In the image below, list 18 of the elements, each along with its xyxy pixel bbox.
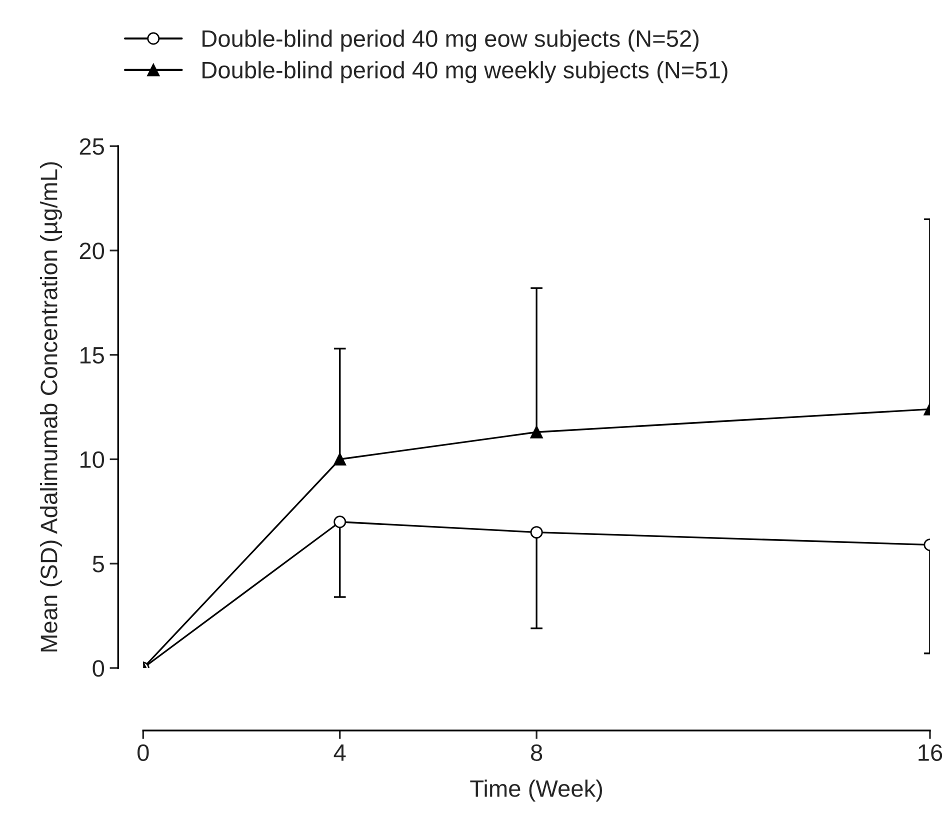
legend-label: Double-blind period 40 mg weekly subjects (N=51) <box>202 61 728 84</box>
point <box>334 516 346 528</box>
y-tick-label: 10 <box>80 451 104 468</box>
x-tick-label: 8 <box>531 744 542 762</box>
x-tick-label: 0 <box>138 744 149 762</box>
x-axis-title: Time (Week) <box>470 780 602 802</box>
point <box>334 453 346 466</box>
x-tick-label: 16 <box>918 744 942 762</box>
point <box>530 526 543 539</box>
legend-label: Double-blind period 40 mg eow subjects (N=52) <box>202 30 699 52</box>
y-axis-title: Mean (SD) Adalimumab Concentration (µg/mL) <box>40 162 62 652</box>
y-tick-label: 15 <box>80 347 104 364</box>
point <box>530 426 543 438</box>
x-tick-label: 4 <box>334 744 346 761</box>
y-tick-label: 25 <box>80 138 104 155</box>
y-tick-label: 5 <box>92 556 104 572</box>
y-tick-label: 0 <box>92 660 104 677</box>
y-tick-label: 20 <box>80 242 104 260</box>
